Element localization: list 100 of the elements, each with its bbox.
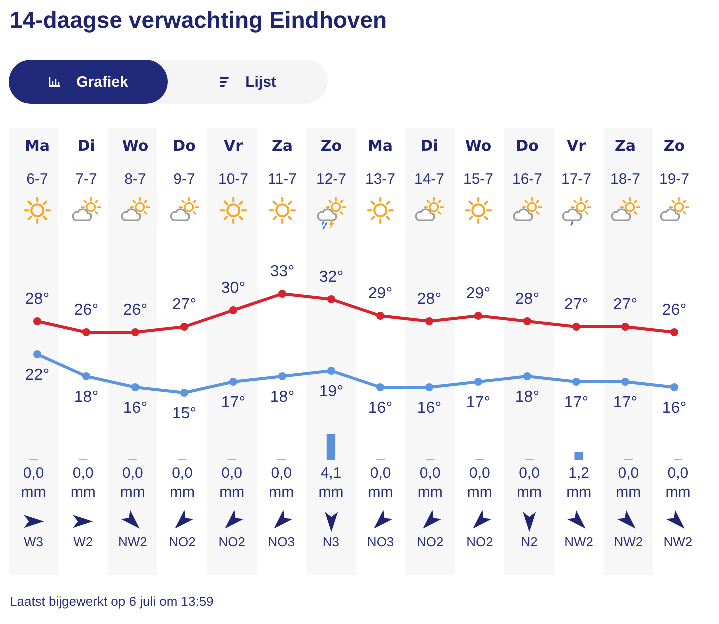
x-tick-label: Di 7-7 [76, 136, 98, 188]
point [474, 378, 482, 386]
text: Laatst bijgewerkt op 6 juli om 13:59 [10, 594, 214, 609]
point [132, 384, 140, 392]
data-label: 29° [368, 285, 393, 302]
x-tick-label: Do 9-7 [173, 136, 196, 188]
point [572, 323, 580, 331]
data-label: 15° [172, 405, 197, 422]
data-label: 1,2 mm [566, 465, 592, 502]
data-label: 33° [270, 263, 295, 280]
point [328, 367, 336, 375]
data-label: 0,0 mm [170, 465, 195, 502]
point [180, 323, 188, 331]
data-label: 16° [368, 400, 393, 417]
text: NW2 [564, 534, 594, 550]
point [278, 290, 286, 298]
x-tick-label: Wo 15-7 [463, 136, 494, 188]
data-label: 22° [25, 366, 50, 384]
text: NO2 [169, 534, 196, 550]
data-label: 0,0 mm [467, 465, 492, 502]
x-tick-label: Zo 19-7 [659, 136, 690, 188]
text: W2 [74, 534, 94, 550]
text: NW2 [664, 534, 693, 550]
data-label: 30° [221, 280, 246, 297]
data-label: 28° [417, 290, 442, 308]
data-label: 27° [564, 296, 589, 314]
data-label: 16° [417, 400, 442, 417]
data-label: 0,0 mm [70, 465, 96, 502]
point [670, 328, 678, 336]
data-label: 26° [74, 302, 99, 319]
data-label: 26° [123, 302, 148, 319]
data-label: 27° [172, 296, 197, 314]
data-label: 4,1 mm [318, 465, 344, 502]
data-label: 0,0 mm [120, 465, 146, 502]
data-label: 0,0 mm [418, 465, 443, 502]
chart-view-tab[interactable]: Grafiek [9, 60, 168, 104]
point [670, 384, 678, 392]
point [524, 318, 532, 326]
data-label: 18° [74, 388, 99, 406]
data-label: 17° [221, 394, 246, 412]
x-tick-label: Za 18-7 [610, 136, 641, 188]
data-label: 0,0 mm [666, 465, 691, 502]
text: NW2 [614, 534, 644, 550]
data-label: 0,0 mm [220, 465, 245, 502]
x-tick-label: Di 14-7 [414, 136, 445, 188]
data-label: 16° [123, 400, 148, 417]
text: NO2 [218, 534, 246, 550]
data-label: 32° [319, 268, 344, 286]
data-label: 26° [662, 302, 687, 319]
point [34, 350, 42, 358]
text: NO3 [268, 534, 296, 550]
point [132, 328, 140, 336]
data-label: 0,0 mm [269, 465, 294, 502]
data-label: 0,0 mm [21, 465, 46, 502]
point [524, 372, 532, 380]
data-label: 0,0 mm [517, 465, 542, 502]
point [376, 312, 384, 320]
point [426, 318, 434, 326]
point [180, 389, 188, 397]
chart-title: 14-daagse verwachting Eindhoven [10, 7, 388, 33]
point [426, 384, 434, 392]
data-label: 28° [25, 290, 50, 308]
point [230, 306, 238, 314]
text: N2 [521, 534, 538, 550]
x-tick-label: Do 16-7 [512, 136, 543, 188]
data-label: 18° [515, 388, 540, 406]
x-tick-label: Vr 17-7 [561, 136, 592, 188]
data-label: 17° [613, 394, 638, 412]
text: N3 [322, 534, 340, 550]
data-label: 0,0 mm [368, 465, 394, 502]
x-tick-label: Wo 8-7 [122, 136, 149, 188]
point [34, 318, 42, 326]
list-view-tab[interactable]: Lijst [168, 60, 328, 104]
point [82, 328, 90, 336]
x-tick-label: Ma 13-7 [365, 136, 396, 188]
x-tick-label: Za 11-7 [268, 136, 297, 188]
point [622, 378, 630, 386]
text: NW2 [118, 534, 148, 550]
data-label: 0,0 mm [616, 465, 642, 502]
data-label: 17° [466, 394, 491, 412]
text: NO2 [466, 534, 494, 550]
x-tick-label: Zo 12-7 [316, 136, 347, 188]
data-label: 17° [564, 394, 589, 412]
data-label: 29° [466, 285, 491, 302]
data-label: 27° [613, 296, 638, 314]
data-label: 18° [270, 388, 295, 406]
data-label: 16° [662, 400, 687, 417]
point [82, 372, 90, 380]
point [328, 296, 336, 304]
x-tick-label: Ma 6-7 [24, 136, 50, 188]
text: NO3 [367, 534, 394, 550]
x-tick-label: Vr 10-7 [218, 136, 249, 188]
point [230, 378, 238, 386]
data-label: 19° [319, 383, 344, 400]
data-label: 28° [515, 290, 540, 308]
text: NO2 [416, 534, 444, 550]
point [622, 323, 630, 331]
point [474, 312, 482, 320]
point [572, 378, 580, 386]
point [278, 372, 286, 380]
